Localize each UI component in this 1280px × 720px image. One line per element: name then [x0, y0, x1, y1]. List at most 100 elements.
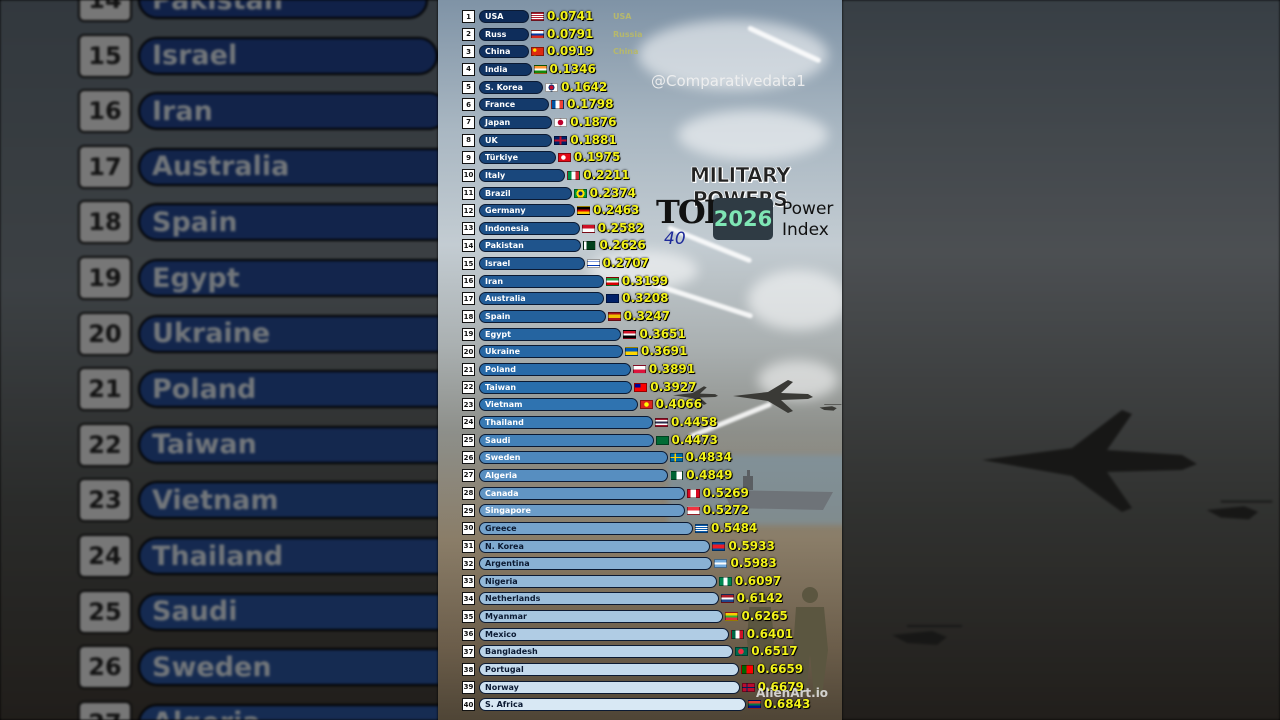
bar: Iran [479, 274, 604, 288]
zoomed-rank-number: 17 [78, 144, 132, 189]
cloud [748, 270, 842, 330]
helicopter-icon [1206, 500, 1273, 520]
value-label: 0.3891 [648, 362, 696, 376]
fighter-jet-icon [673, 386, 718, 405]
country-flag-icon [545, 82, 559, 92]
rank-number: 32 [462, 557, 475, 571]
country-flag-icon [632, 365, 646, 374]
cloud [678, 110, 828, 160]
bar: Nigeria [479, 574, 717, 588]
rank-number: 7 [462, 115, 475, 129]
zoomed-row: 21 Poland [78, 367, 438, 412]
country-flag-icon [606, 294, 620, 304]
bar: Taiwan [479, 380, 633, 394]
bar: Vietnam [479, 398, 638, 412]
value-label: 0.2707 [602, 256, 649, 271]
channel-watermark: @Comparativedata1 [651, 72, 806, 90]
rank-number: 33 [462, 574, 475, 588]
zoomed-bar: Algeria [138, 703, 438, 720]
full-country-name: USA [613, 12, 632, 21]
aircraft-carrier-icon [723, 470, 833, 510]
zoomed-rank-number: 20 [78, 311, 132, 356]
value-label: 0.6659 [756, 662, 804, 677]
zoomed-rank-number: 18 [78, 200, 132, 245]
bar: Brazil [479, 186, 572, 200]
helicopter-icon [892, 625, 962, 645]
value-label: 0.4473 [671, 432, 718, 447]
country-flag-icon [623, 329, 637, 339]
value-label: 0.5484 [710, 520, 758, 535]
full-country-name: Russia [613, 29, 643, 39]
value-label: 0.4066 [655, 397, 702, 412]
zoomed-row: 14 Pakistan [78, 0, 428, 22]
country-flag-icon [533, 64, 547, 74]
bar: Thailand [479, 415, 653, 429]
rank-number: 22 [462, 380, 475, 394]
zoomed-row: 23 Vietnam [78, 478, 438, 523]
zoomed-row: 26 Sweden [78, 645, 438, 690]
rank-number: 35 [462, 610, 475, 624]
country-flag-icon [669, 453, 683, 463]
value-label: 0.2582 [597, 220, 645, 235]
bar: Portugal [479, 663, 739, 677]
country-flag-icon [531, 29, 544, 39]
rank-number: 28 [462, 486, 475, 500]
value-label: 0.4834 [685, 450, 732, 465]
bar: Italy [479, 168, 566, 182]
value-label: 0.6097 [734, 573, 782, 588]
bar: Germany [479, 204, 576, 218]
value-label: 0.4458 [670, 414, 718, 429]
value-label: 0.1642 [561, 79, 608, 94]
country-flag-icon [531, 47, 544, 57]
rank-number: 10 [462, 168, 475, 182]
bar: India [479, 62, 532, 76]
value-label: 0.6265 [741, 609, 788, 624]
country-flag-icon [605, 276, 619, 286]
country-flag-icon [554, 117, 568, 127]
country-flag-icon [670, 470, 684, 480]
country-flag-icon [577, 206, 591, 216]
cloud [638, 20, 828, 90]
value-label: 0.1975 [574, 150, 621, 165]
country-flag-icon [531, 12, 544, 21]
zoomed-row: 15 Israel [78, 33, 438, 78]
zoomed-row: 24 Thailand [78, 534, 438, 578]
country-flag-icon [554, 135, 568, 145]
zoomed-rank-number: 26 [78, 645, 132, 690]
value-label: 0.5983 [730, 556, 777, 571]
bar: S. Africa [479, 698, 746, 712]
value-label: 0.3927 [650, 379, 697, 394]
bar: Bangladesh [479, 645, 734, 659]
country-flag-icon [581, 223, 595, 233]
rank-number: 30 [462, 521, 475, 535]
bar: S. Korea [479, 80, 544, 94]
zoomed-rank-number: 25 [78, 589, 132, 634]
art-credit: AlienArt.io [756, 686, 829, 700]
bar: Greece [479, 521, 693, 535]
value-label: 0.3247 [623, 309, 670, 324]
zoomed-rank-number: 27 [78, 700, 132, 720]
rank-number: 39 [462, 680, 475, 694]
rank-number: 23 [462, 398, 475, 412]
value-label: 0.3208 [622, 291, 669, 306]
bar: Singapore [479, 504, 685, 518]
rank-number: 38 [462, 663, 475, 677]
helicopter-icon [819, 404, 842, 411]
rank-number: 31 [462, 539, 475, 553]
rank-number: 34 [462, 592, 475, 606]
rank-number: 19 [462, 327, 475, 341]
country-flag-icon [567, 170, 581, 180]
value-label: 0.3199 [621, 273, 669, 288]
bar: Poland [479, 363, 631, 376]
country-flag-icon [694, 523, 708, 533]
bar: Netherlands [479, 592, 719, 606]
country-flag-icon [740, 665, 754, 675]
rank-number: 20 [462, 345, 475, 359]
rank-number: 3 [462, 45, 475, 59]
country-flag-icon [741, 682, 755, 692]
bar: UK [479, 133, 553, 147]
country-flag-icon [714, 559, 728, 569]
rank-number: 24 [462, 415, 475, 429]
zoomed-row: 22 Taiwan [78, 422, 438, 467]
country-flag-icon [583, 241, 597, 251]
